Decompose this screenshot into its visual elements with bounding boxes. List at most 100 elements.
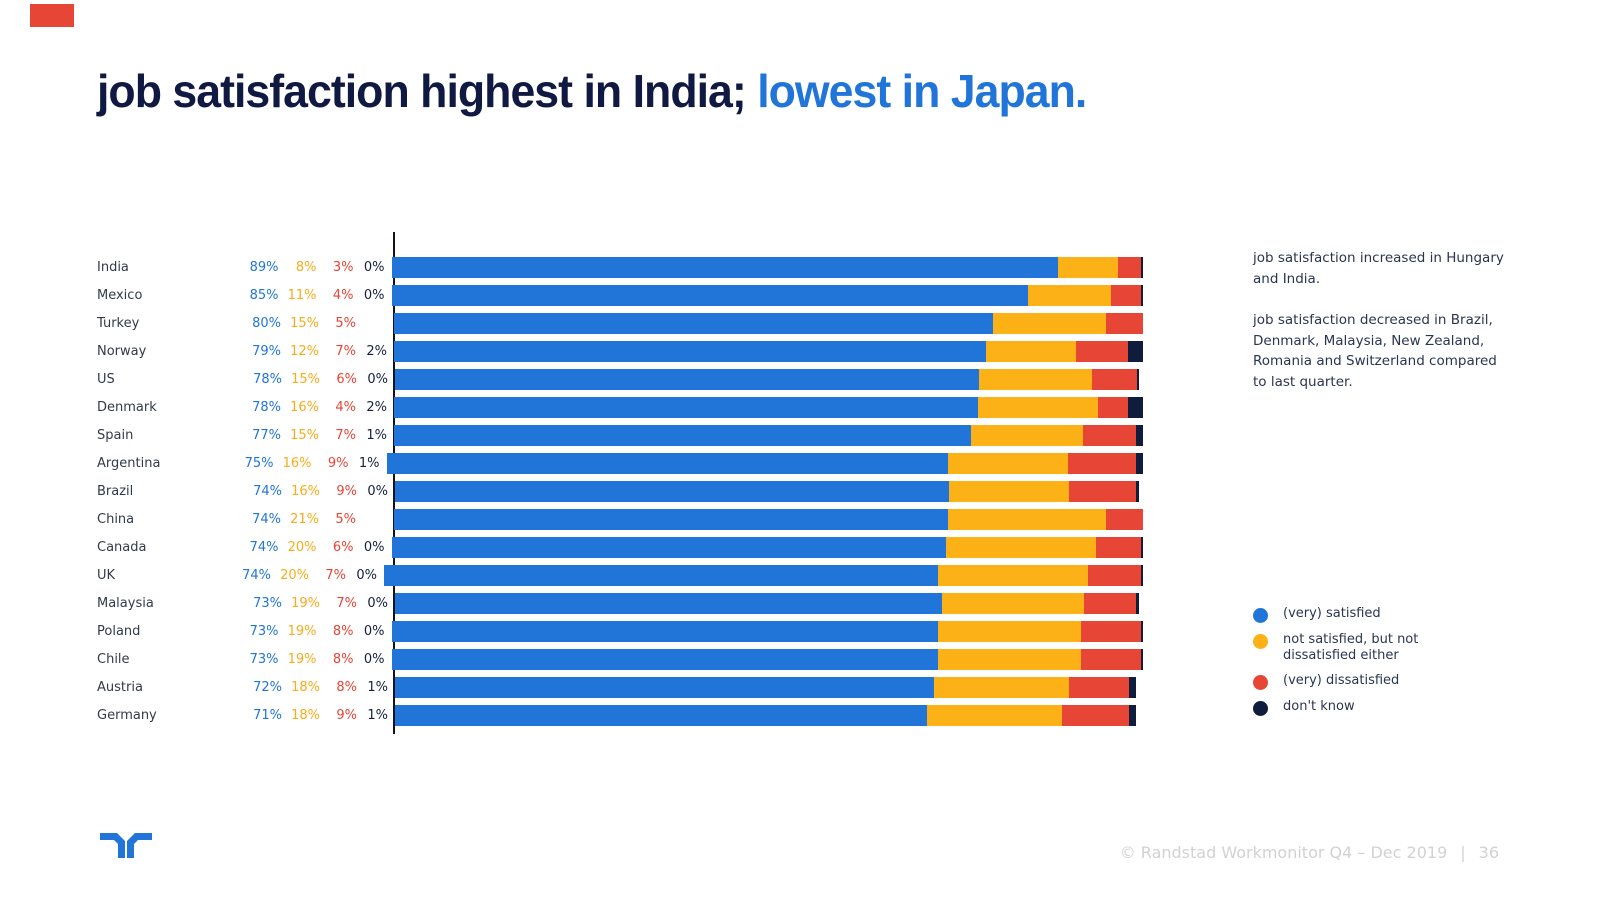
chart-row: Germany 71% 18% 9% 1% <box>97 701 1143 729</box>
stacked-bar <box>391 620 1143 642</box>
legend-dot-icon <box>1253 634 1268 649</box>
bar-segment-dissatisfied <box>1088 564 1141 586</box>
pct-dissatisfied: 9% <box>336 707 357 723</box>
pct-satisfied: 74% <box>253 483 282 499</box>
pct-dissatisfied: 9% <box>336 483 357 499</box>
pct-dont-know: 1% <box>367 707 388 723</box>
pct-dont-know: 0% <box>363 623 385 639</box>
pct-dont-know: 0% <box>367 595 388 611</box>
stacked-bar <box>394 424 1143 446</box>
stacked-bar <box>394 340 1143 362</box>
country-label: UK <box>97 567 116 583</box>
bar-segment-neutral <box>948 452 1069 474</box>
pct-dont-know: 0% <box>363 651 385 667</box>
bar-segment-dont-know <box>1135 452 1143 474</box>
pct-dissatisfied: 8% <box>332 623 354 639</box>
stacked-bar <box>395 676 1137 698</box>
pct-dissatisfied: 4% <box>332 287 354 303</box>
stacked-bar <box>395 480 1139 502</box>
pct-satisfied: 71% <box>253 707 282 723</box>
stacked-bar <box>391 536 1143 558</box>
pct-neutral: 18% <box>291 679 320 695</box>
bar-segment-neutral <box>949 480 1070 502</box>
pct-dissatisfied: 4% <box>335 399 357 415</box>
legend: (very) satisfied not satisfied, but not d… <box>1253 606 1418 725</box>
bar-segment-satisfied <box>391 284 1029 306</box>
country-label: Argentina <box>97 455 161 471</box>
pct-neutral: 12% <box>290 343 320 359</box>
bar-segment-dissatisfied <box>1061 704 1129 726</box>
country-label: Chile <box>97 651 130 667</box>
bar-segment-satisfied <box>391 620 939 642</box>
pct-satisfied: 74% <box>252 511 282 527</box>
bar-segment-satisfied <box>391 536 946 558</box>
stacked-bar <box>394 508 1143 530</box>
pct-neutral: 20% <box>287 539 317 555</box>
chart-row: Austria 72% 18% 8% 1% <box>97 673 1143 701</box>
pct-neutral: 16% <box>291 483 320 499</box>
pct-satisfied: 77% <box>252 427 282 443</box>
pct-neutral: 19% <box>291 595 320 611</box>
pct-satisfied: 73% <box>249 623 279 639</box>
axis-line <box>393 232 395 734</box>
legend-label: (very) dissatisfied <box>1283 673 1400 688</box>
legend-item-dont-know: don't know <box>1253 699 1418 716</box>
bar-segment-neutral <box>934 676 1070 698</box>
pct-dissatisfied: 7% <box>336 595 357 611</box>
bar-segment-dissatisfied <box>1095 536 1141 558</box>
bar-segment-satisfied <box>395 592 942 614</box>
bar-segment-dont-know <box>1140 536 1143 558</box>
pct-neutral: 11% <box>287 287 317 303</box>
pct-dont-know: 2% <box>366 399 388 415</box>
page-title: job satisfaction highest in India; lowes… <box>97 64 1087 118</box>
country-label: India <box>97 259 129 275</box>
stacked-bar <box>395 704 1137 726</box>
bar-segment-satisfied <box>394 424 971 446</box>
bar-segment-neutral <box>1058 256 1119 278</box>
bar-segment-satisfied <box>394 508 949 530</box>
bar-segment-dissatisfied <box>1118 256 1141 278</box>
chart-row: Mexico 85% 11% 4% 0% <box>97 281 1143 309</box>
stacked-bar-chart: India 89% 8% 3% 0% Mexico 85% 11% 4% 0% … <box>97 253 1143 729</box>
pct-dont-know: 1% <box>358 455 380 471</box>
pct-dissatisfied: 9% <box>327 455 349 471</box>
title-dark-text: job satisfaction highest in India; <box>97 65 758 117</box>
bar-segment-neutral <box>948 508 1106 530</box>
pct-dont-know: 0% <box>363 259 385 275</box>
footer: © Randstad Workmonitor Q4 – Dec 2019 | 3… <box>1120 843 1499 862</box>
pct-dont-know: 0% <box>363 539 385 555</box>
stacked-bar <box>391 256 1143 278</box>
bar-segment-neutral <box>938 648 1081 670</box>
bar-segment-neutral <box>993 312 1106 334</box>
legend-label: don't know <box>1283 699 1355 714</box>
bar-segment-dissatisfied <box>1075 340 1129 362</box>
bar-segment-satisfied <box>394 312 994 334</box>
bar-segment-satisfied <box>391 648 939 670</box>
stacked-bar <box>386 452 1143 474</box>
bar-segment-dont-know <box>1140 284 1143 306</box>
legend-item-neutral: not satisfied, but not dissatisfied eith… <box>1253 632 1418 664</box>
bar-segment-dissatisfied <box>1105 312 1143 334</box>
bar-segment-satisfied <box>386 452 949 474</box>
pct-neutral: 16% <box>290 399 320 415</box>
bar-segment-dissatisfied <box>1091 368 1137 390</box>
country-label: China <box>97 511 135 527</box>
chart-row: Spain 77% 15% 7% 1% <box>97 421 1143 449</box>
bar-segment-dissatisfied <box>1105 508 1143 530</box>
stacked-bar <box>395 368 1139 390</box>
bar-segment-dissatisfied <box>1069 676 1129 698</box>
bar-segment-neutral <box>945 536 1096 558</box>
country-label: Canada <box>97 539 147 555</box>
stacked-bar <box>391 284 1143 306</box>
pct-neutral: 15% <box>290 427 320 443</box>
pct-dissatisfied: 7% <box>335 427 357 443</box>
chart-row: UK 74% 20% 7% 0% <box>97 561 1143 589</box>
bar-segment-neutral <box>979 368 1092 390</box>
pct-dissatisfied: 7% <box>335 343 357 359</box>
country-label: Malaysia <box>97 595 154 611</box>
bar-segment-neutral <box>941 592 1085 614</box>
bar-segment-neutral <box>978 396 1099 418</box>
legend-item-dissatisfied: (very) dissatisfied <box>1253 673 1418 690</box>
country-label: Austria <box>97 679 143 695</box>
